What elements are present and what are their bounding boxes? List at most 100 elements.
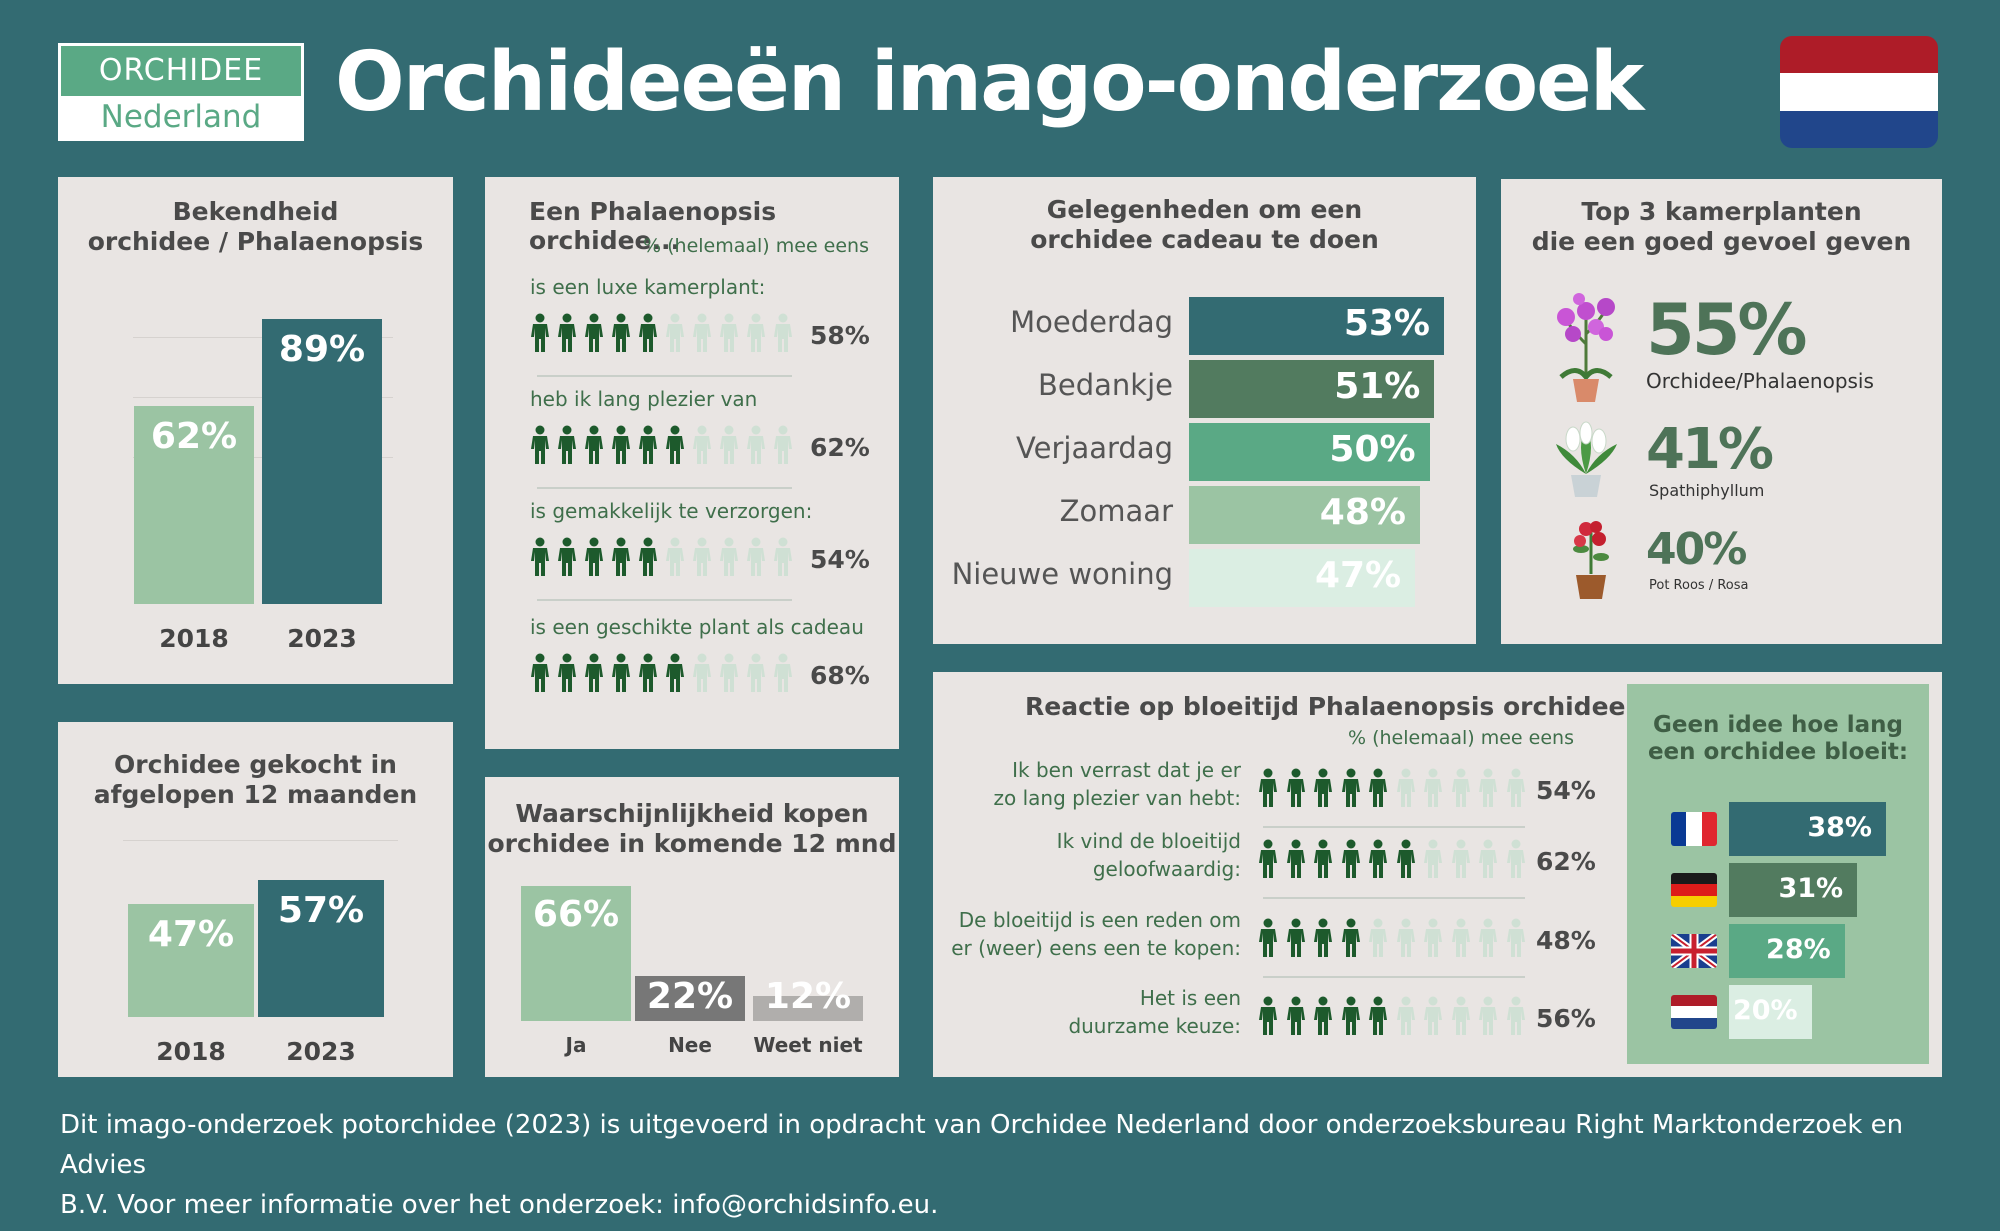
footer: Dit imago-onderzoek potorchidee (2023) i… <box>60 1105 1960 1225</box>
person-icon <box>1369 839 1387 878</box>
france-flag-icon <box>1671 812 1717 846</box>
person-icon <box>1369 768 1387 807</box>
netherlands-flag-icon <box>1780 36 1938 148</box>
category-label: Nee <box>668 1033 712 1057</box>
person-icon <box>1286 918 1305 957</box>
phal-title: Een Phalaenopsis orchidee... <box>529 197 777 255</box>
person-icon <box>585 537 603 576</box>
occasion-label: Nieuwe woning <box>951 557 1173 591</box>
statement-line: duurzame keuze: <box>1068 1014 1241 1038</box>
statement-label: is een geschikte plant als cadeau <box>530 615 864 639</box>
person-icon <box>1259 996 1277 1035</box>
person-icon <box>1396 768 1415 807</box>
person-icon <box>1286 768 1305 807</box>
person-icon <box>666 537 684 576</box>
person-icon <box>1451 918 1470 957</box>
person-icons <box>530 425 800 465</box>
occasions-title: Gelegenheden om een orchidee cadeau te d… <box>1030 195 1379 254</box>
person-icon <box>1424 839 1442 878</box>
person-icon <box>1259 839 1277 878</box>
person-icon <box>1424 918 1442 957</box>
bar-value-label: 89% <box>278 329 366 371</box>
likelihood-panel: Waarschijnlijkheid kopen orchidee in kom… <box>485 777 899 1077</box>
year-label: 2018 <box>156 1037 226 1066</box>
uk-flag-icon <box>1671 934 1717 968</box>
top3-pct-3: 40% <box>1646 524 1747 575</box>
person-icon <box>693 653 711 692</box>
person-icon <box>1286 839 1305 878</box>
bar-Nee <box>635 976 745 1021</box>
person-icon <box>1451 839 1470 878</box>
reaction-subtitle: % (helemaal) mee eens <box>1348 727 1574 749</box>
statement-line: Ik ben verrast dat je er <box>1012 758 1241 782</box>
statement-label: is een luxe kamerplant: <box>530 275 766 299</box>
person-icon <box>639 313 657 352</box>
occasion-label: Bedankje <box>1038 368 1173 402</box>
person-icon <box>1396 918 1415 957</box>
person-icon <box>1341 768 1360 807</box>
occasion-bar: 47% <box>1189 549 1416 607</box>
statement-label: De bloeitijd is een reden om er (weer) ee… <box>933 906 1241 962</box>
person-icon <box>693 537 711 576</box>
occasion-bar: 51% <box>1189 360 1435 418</box>
person-icon <box>666 653 684 692</box>
person-icon <box>558 653 576 692</box>
statement-pct: 62% <box>810 433 870 462</box>
statement-label: Het is een duurzame keuze: <box>933 984 1241 1040</box>
person-icon <box>639 425 657 464</box>
top3-pct-1: 55% <box>1646 289 1808 371</box>
likelihood-title: Waarschijnlijkheid kopen orchidee in kom… <box>487 799 897 858</box>
statement-label: is gemakkelijk te verzorgen: <box>530 499 813 523</box>
year-label: 2023 <box>286 1037 356 1066</box>
person-icon <box>1506 768 1525 807</box>
person-icon <box>612 653 630 692</box>
top3-name-3: Pot Roos / Rosa <box>1649 578 1749 593</box>
person-icon <box>666 425 684 464</box>
country-value: 38% <box>1807 812 1872 843</box>
bar-value-label: 62% <box>150 415 238 457</box>
top3-title: Top 3 kamerplanten die een goed gevoel g… <box>1531 197 1912 256</box>
statement-pct: 56% <box>1536 1004 1596 1033</box>
statement-line: er (weer) eens een te kopen: <box>951 936 1241 960</box>
person-icon <box>774 537 792 576</box>
person-icon <box>1341 996 1360 1035</box>
phal-panel: Een Phalaenopsis orchidee... % (helemaal… <box>485 177 899 749</box>
bought-panel: Orchidee gekocht in afgelopen 12 maanden… <box>58 722 453 1077</box>
occasion-value: 51% <box>1334 366 1421 407</box>
statement-line: Het is een <box>1139 986 1241 1010</box>
netherlands-flag-icon <box>1671 995 1717 1029</box>
top3-panel: Top 3 kamerplanten die een goed gevoel g… <box>1501 179 1942 644</box>
statement-label: Ik ben verrast dat je er zo lang plezier … <box>933 756 1241 812</box>
bar-2018: 47% <box>128 904 254 1017</box>
bar-Ja <box>521 886 631 1021</box>
footer-line-1: Dit imago-onderzoek potorchidee (2023) i… <box>60 1110 1904 1180</box>
person-icon <box>531 425 549 464</box>
orchid-plant-icon <box>1557 293 1615 402</box>
country-value: 28% <box>1766 934 1831 965</box>
occasion-value: 47% <box>1314 555 1402 596</box>
person-icon <box>585 425 603 464</box>
person-icon <box>1314 918 1332 957</box>
person-icon <box>1259 768 1277 807</box>
person-icon <box>666 313 684 352</box>
country-bar: 20% <box>1729 985 1812 1039</box>
awareness-title: Bekendheid orchidee / Phalaenopsis <box>87 197 424 256</box>
person-icon <box>531 537 549 576</box>
separator <box>1263 976 1525 978</box>
person-icon <box>774 653 792 692</box>
statement-line: zo lang plezier van hebt: <box>993 786 1241 810</box>
person-icon <box>693 425 711 464</box>
person-icon <box>1369 918 1387 957</box>
potted-rose-icon <box>1573 521 1609 599</box>
person-icon <box>639 537 657 576</box>
person-icon <box>1479 839 1497 878</box>
statement-pct: 62% <box>1536 847 1596 876</box>
occasion-bar: 53% <box>1189 297 1444 355</box>
top3-name-1: Orchidee/Phalaenopsis <box>1646 369 1874 393</box>
country-bar: 38% <box>1729 802 1886 856</box>
bar-value-label: 47% <box>147 914 235 956</box>
person-icon <box>1506 996 1525 1035</box>
person-icon <box>1424 768 1442 807</box>
occasions-panel: Gelegenheden om een orchidee cadeau te d… <box>933 177 1476 644</box>
reaction-panel: Reactie op bloeitijd Phalaenopsis orchid… <box>933 672 1942 1077</box>
